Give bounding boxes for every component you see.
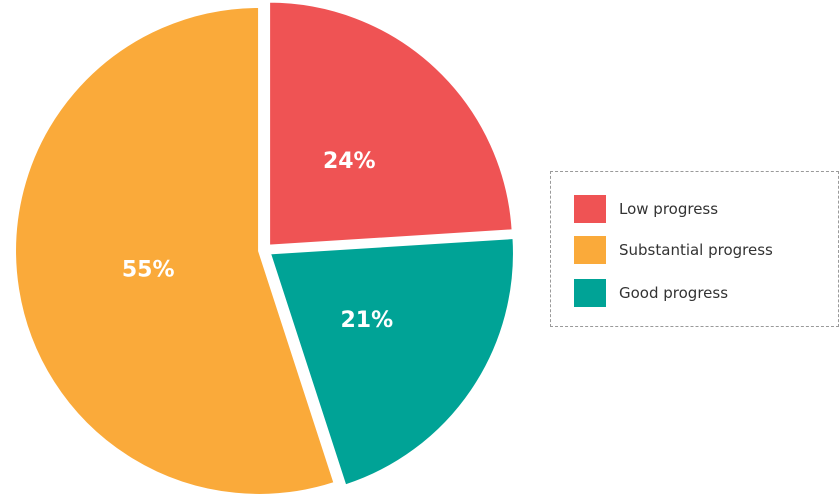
pie-label-good-progress: 21% — [340, 308, 393, 333]
pie-slice-substantial-progress — [14, 5, 336, 496]
pie-slice-low-progress — [268, 0, 514, 247]
legend-swatch-low-progress — [574, 195, 606, 223]
legend-item-good-progress: Good progress — [574, 279, 728, 307]
pie-slice-labels: 24% 21% 55% — [122, 149, 393, 333]
pie-slices — [14, 0, 515, 496]
legend-swatch-substantial-progress — [574, 236, 606, 264]
chart-legend: Low progress Substantial progress Good p… — [550, 171, 839, 327]
legend-label-low-progress: Low progress — [619, 200, 719, 218]
pie-label-low-progress: 24% — [323, 149, 376, 174]
legend-label-substantial-progress: Substantial progress — [619, 241, 773, 259]
legend-item-substantial-progress: Substantial progress — [574, 236, 773, 264]
legend-item-low-progress: Low progress — [574, 195, 718, 223]
pie-label-substantial-progress: 55% — [122, 257, 175, 282]
legend-swatch-good-progress — [574, 279, 606, 307]
pie-slice-good-progress — [268, 236, 515, 487]
legend-label-good-progress: Good progress — [619, 284, 729, 302]
